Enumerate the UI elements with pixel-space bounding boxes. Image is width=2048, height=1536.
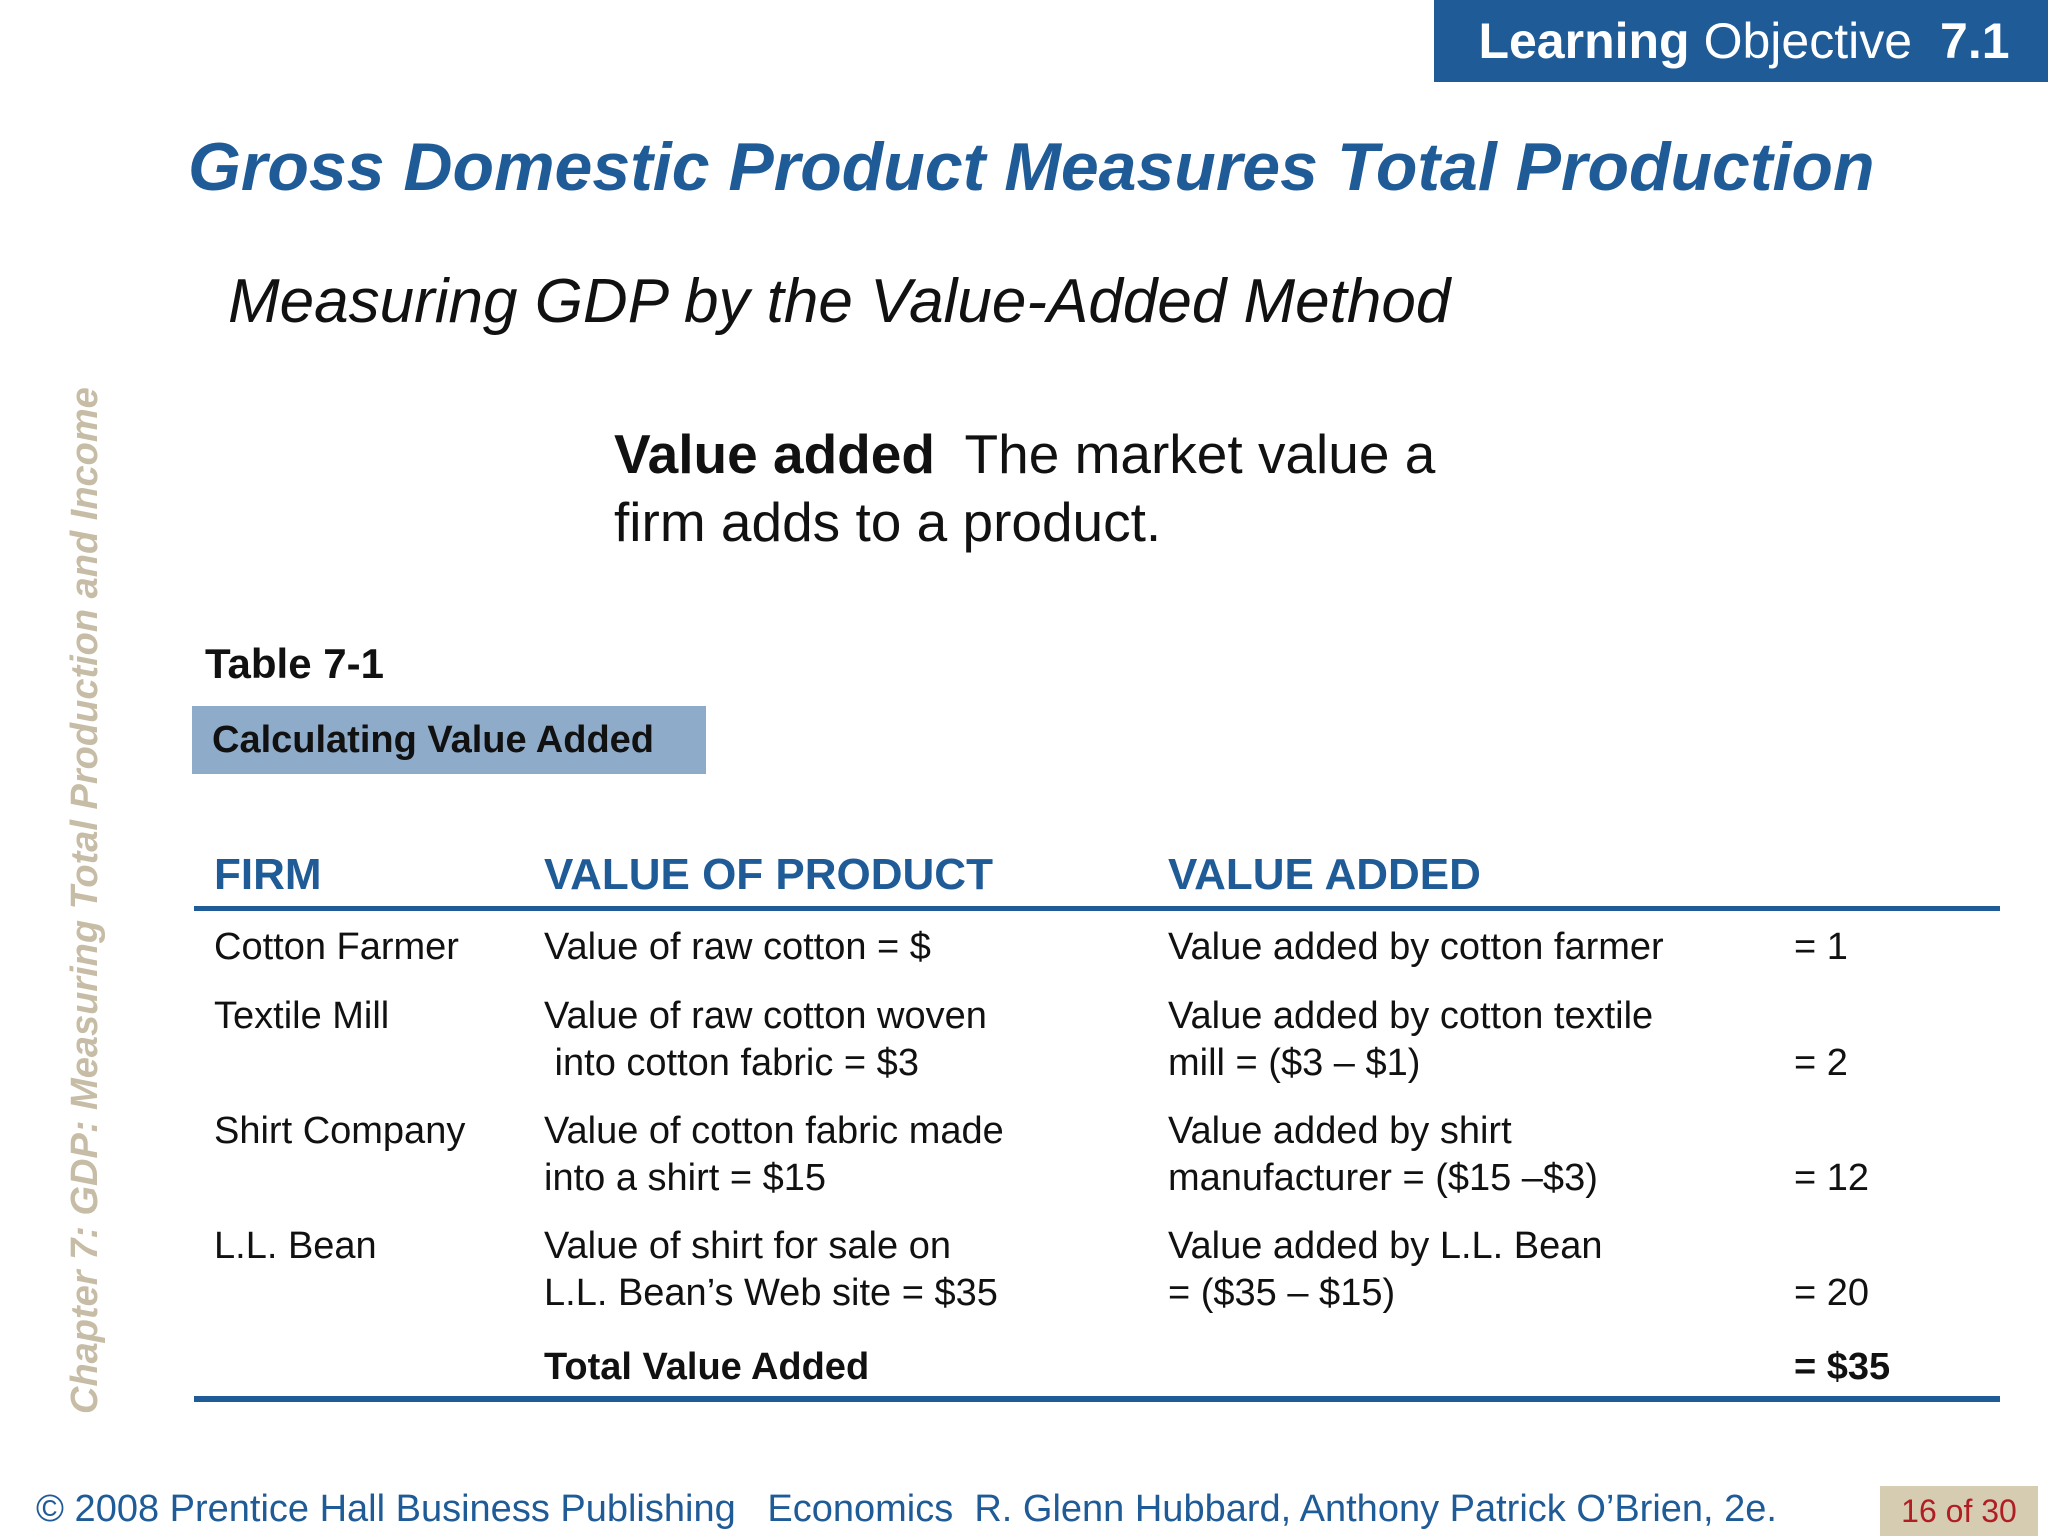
definition-block: Value added The market value a firm adds…: [614, 420, 1514, 556]
row-firm: Shirt Company: [214, 1110, 466, 1152]
chapter-sidebar: Chapter 7: GDP: Measuring Total Producti…: [0, 0, 132, 1460]
table-caption: Calculating Value Added: [192, 706, 706, 774]
row-amount: = 2: [1794, 1042, 1848, 1084]
row-value-added: Value added by L.L. Bean = ($35 – $15): [1168, 1225, 1603, 1314]
table-label: Table 7-1: [205, 640, 384, 687]
header-value-of-product: VALUE OF PRODUCT: [544, 850, 993, 899]
definition-term: Value added: [614, 423, 935, 485]
total-label: Total Value Added: [544, 1346, 870, 1388]
slide-title: Gross Domestic Product Measures Total Pr…: [188, 129, 1875, 205]
page-number-text: 16 of 30: [1901, 1492, 2017, 1529]
lo-label-rest: Objective: [1703, 13, 1913, 69]
row-product-value: Value of shirt for sale on L.L. Bean’s W…: [544, 1225, 998, 1314]
slide-subtitle: Measuring GDP by the Value-Added Method: [228, 267, 1451, 336]
table-caption-text: Calculating Value Added: [212, 718, 655, 761]
row-amount: = 1: [1794, 926, 1848, 968]
row-amount: = 12: [1794, 1157, 1870, 1199]
row-amount: = 20: [1794, 1272, 1870, 1314]
row-value-added: Value added by cotton farmer: [1168, 926, 1664, 968]
definition-text: The market value a firm adds to a produc…: [614, 423, 1436, 553]
row-firm: Cotton Farmer: [214, 926, 459, 968]
row-firm: L.L. Bean: [214, 1225, 377, 1267]
row-value-added: Value added by shirt manufacturer = ($15…: [1168, 1110, 1598, 1199]
row-value-added: Value added by cotton textile mill = ($3…: [1168, 995, 1654, 1084]
lo-label-strong: Learning: [1478, 13, 1690, 69]
header-firm: FIRM: [214, 850, 322, 899]
table-top-rule: [194, 906, 2000, 911]
header-value-added: VALUE ADDED: [1168, 850, 1481, 899]
row-product-value: Value of cotton fabric made into a shirt…: [544, 1110, 1004, 1199]
lo-number: 7.1: [1940, 13, 2010, 69]
footer-copyright: © 2008 Prentice Hall Business Publishing…: [36, 1488, 1777, 1530]
learning-objective-badge: Learning Objective 7.1: [1434, 0, 2048, 82]
row-firm: Textile Mill: [214, 995, 390, 1037]
total-amount: = $35: [1794, 1346, 1891, 1388]
page-number: 16 of 30: [1880, 1486, 2038, 1536]
row-product-value: Value of raw cotton = $: [544, 926, 931, 968]
chapter-label: Chapter 7: GDP: Measuring Total Producti…: [64, 387, 106, 1414]
table-bottom-rule: [194, 1396, 2000, 1402]
row-product-value: Value of raw cotton woven into cotton fa…: [544, 995, 987, 1084]
